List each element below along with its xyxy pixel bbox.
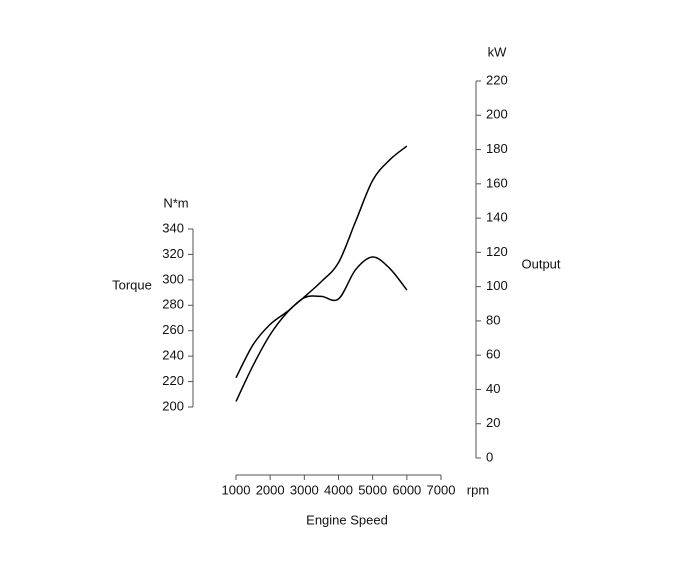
x-tick-label: 3000 <box>290 482 319 497</box>
y-tick-label: 220 <box>162 373 184 388</box>
y2-tick-label: 20 <box>486 415 500 430</box>
series-line <box>235 145 408 402</box>
y-unit: N*m <box>163 195 188 210</box>
y2-tick-label: 140 <box>486 210 508 225</box>
x-unit: rpm <box>467 482 489 497</box>
y2-tick-label: 220 <box>486 72 508 87</box>
y-tick-label: 200 <box>162 398 184 413</box>
y-tick-label: 320 <box>162 246 184 261</box>
x-axis-title: Engine Speed <box>306 512 388 527</box>
y2-unit: kW <box>488 44 508 59</box>
y-tick-label: 300 <box>162 271 184 286</box>
y2-tick-label: 120 <box>486 244 508 259</box>
y-tick-label: 240 <box>162 348 184 363</box>
y-axis-title: Torque <box>112 277 152 292</box>
x-tick-label: 7000 <box>427 482 456 497</box>
x-tick-label: 5000 <box>358 482 387 497</box>
y2-tick-label: 100 <box>486 278 508 293</box>
x-tick-label: 1000 <box>222 482 251 497</box>
y2-axis-title: Output <box>521 256 560 271</box>
x-tick-label: 4000 <box>324 482 353 497</box>
y2-tick-label: 180 <box>486 141 508 156</box>
y-tick-label: 280 <box>162 297 184 312</box>
y2-tick-label: 60 <box>486 347 500 362</box>
y-tick-label: 340 <box>162 220 184 235</box>
y2-tick-label: 40 <box>486 381 500 396</box>
x-tick-label: 2000 <box>256 482 285 497</box>
y2-tick-label: 160 <box>486 175 508 190</box>
x-tick-label: 6000 <box>392 482 421 497</box>
y2-tick-label: 0 <box>486 449 493 464</box>
y-tick-label: 260 <box>162 322 184 337</box>
y2-tick-label: 80 <box>486 312 500 327</box>
y2-tick-label: 200 <box>486 107 508 122</box>
series-line <box>235 256 408 379</box>
